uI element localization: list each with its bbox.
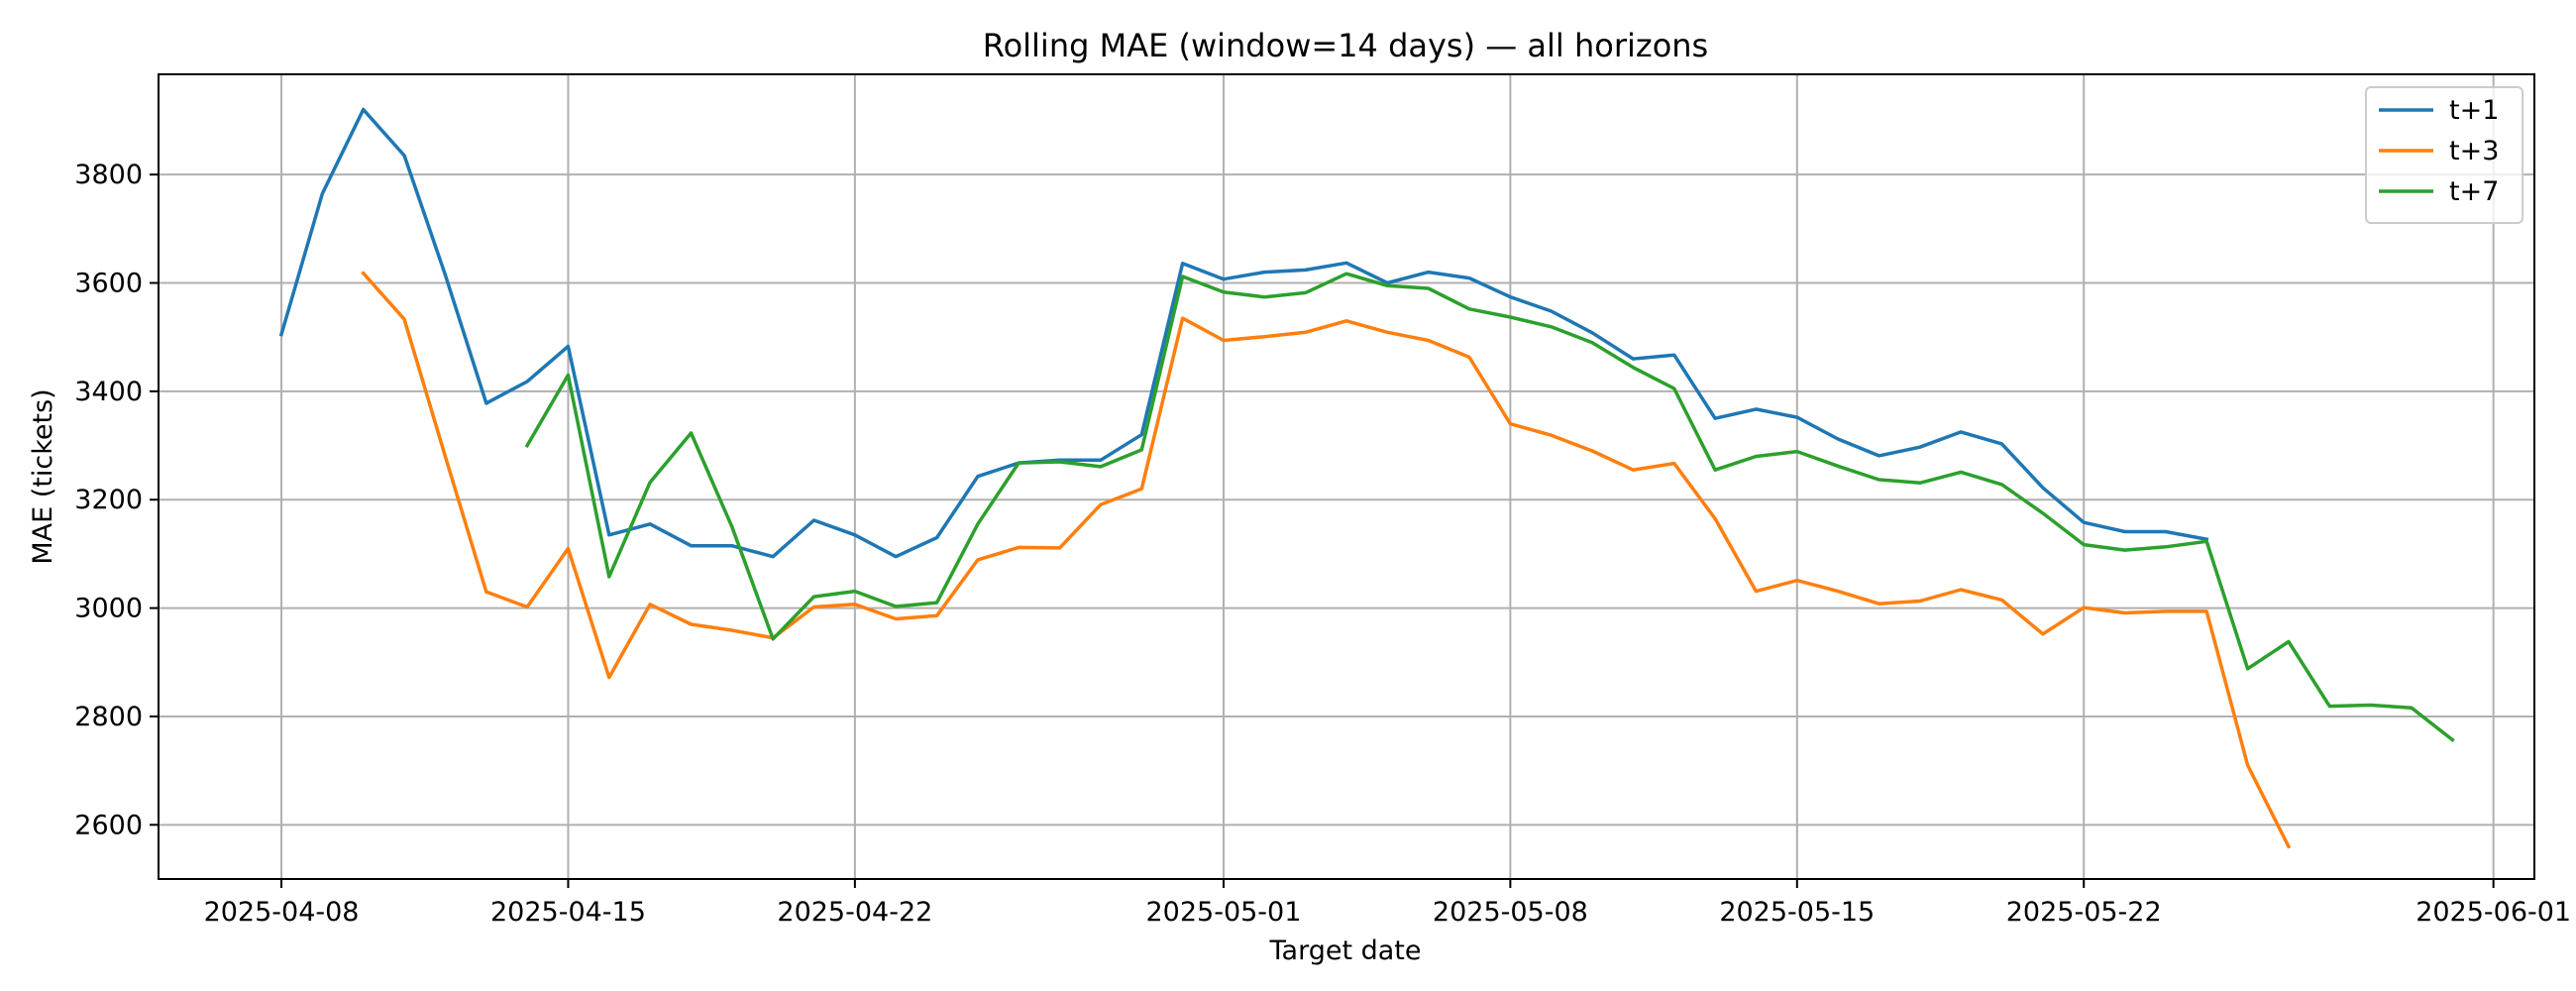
y-tick-label: 3200 <box>74 485 143 515</box>
x-tick-label: 2025-05-15 <box>1719 897 1875 928</box>
y-axis-label: MAE (tickets) <box>28 388 58 564</box>
x-tick-label: 2025-05-22 <box>2006 897 2162 928</box>
series-line-t-7 <box>524 272 2455 742</box>
plot-frame <box>158 73 2535 880</box>
series-line-t-3 <box>361 271 2292 849</box>
x-axis-label: Target date <box>1269 936 1422 966</box>
legend-label: t+7 <box>2449 176 2499 207</box>
y-axis: 2600 2800 3000 3200 3400 3600 3800 <box>74 160 159 840</box>
x-axis: 2025-04-08 2025-04-15 2025-04-22 2025-05-01… <box>204 879 2571 928</box>
x-tick-label: 2025-05-01 <box>1146 897 1302 928</box>
x-tick-label: 2025-04-15 <box>490 897 646 928</box>
x-tick-label: 2025-04-22 <box>777 897 932 928</box>
series-lines <box>278 107 2455 849</box>
grid <box>159 74 2534 879</box>
legend: t+1 t+3 t+7 <box>2365 86 2523 224</box>
series-line-t-1 <box>278 107 2209 559</box>
y-tick-label: 3800 <box>74 160 143 190</box>
x-tick-label: 2025-05-08 <box>1433 897 1588 928</box>
y-tick-label: 3000 <box>74 594 143 624</box>
x-tick-label: 2025-06-01 <box>2415 897 2571 928</box>
y-tick-label: 2800 <box>74 702 143 732</box>
y-tick-label: 2600 <box>74 810 143 840</box>
y-tick-label: 3600 <box>74 269 143 299</box>
legend-box <box>2365 86 2523 224</box>
x-tick-label: 2025-04-08 <box>204 897 360 928</box>
legend-label: t+3 <box>2449 136 2499 166</box>
chart-title: Rolling MAE (window=14 days) — all horiz… <box>983 27 1708 64</box>
y-tick-label: 3400 <box>74 377 143 407</box>
legend-label: t+1 <box>2449 95 2499 126</box>
